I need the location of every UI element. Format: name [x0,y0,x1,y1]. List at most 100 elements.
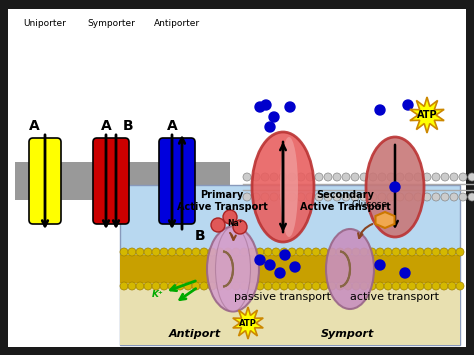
Circle shape [216,248,224,256]
Circle shape [405,193,413,201]
Circle shape [369,173,377,181]
Circle shape [328,282,336,290]
Ellipse shape [366,137,424,237]
Circle shape [342,173,350,181]
Circle shape [387,193,395,201]
Circle shape [440,248,448,256]
Circle shape [306,193,314,201]
Ellipse shape [252,132,314,242]
Circle shape [414,193,422,201]
Circle shape [456,248,464,256]
Text: Symport: Symport [321,329,374,339]
Circle shape [351,193,359,201]
Circle shape [144,248,152,256]
Circle shape [264,248,272,256]
Circle shape [256,282,264,290]
Circle shape [368,282,376,290]
Circle shape [248,282,256,290]
Circle shape [265,122,275,132]
Circle shape [136,248,144,256]
Circle shape [448,282,456,290]
Circle shape [280,248,288,256]
Circle shape [324,173,332,181]
Circle shape [432,173,440,181]
Circle shape [396,173,404,181]
Circle shape [256,248,264,256]
Circle shape [208,248,216,256]
Circle shape [306,173,314,181]
Circle shape [184,282,192,290]
Circle shape [288,193,296,201]
Circle shape [272,248,280,256]
Text: Antiport: Antiport [169,329,221,339]
Text: B: B [123,119,134,133]
Circle shape [184,248,192,256]
FancyBboxPatch shape [120,255,460,283]
Text: Symporter: Symporter [87,19,135,28]
Circle shape [400,282,408,290]
Circle shape [290,262,300,272]
Circle shape [200,248,208,256]
FancyBboxPatch shape [8,9,466,347]
Circle shape [369,193,377,201]
Circle shape [432,193,440,201]
Circle shape [333,193,341,201]
Circle shape [396,193,404,201]
Ellipse shape [280,137,298,237]
Circle shape [285,102,295,112]
Polygon shape [410,97,444,133]
Text: A: A [101,119,112,133]
Circle shape [315,173,323,181]
FancyBboxPatch shape [159,138,195,224]
Circle shape [272,282,280,290]
Circle shape [265,260,275,270]
Text: K⁺: K⁺ [152,290,164,299]
Circle shape [297,173,305,181]
Circle shape [223,210,237,224]
Circle shape [240,248,248,256]
Circle shape [248,248,256,256]
Circle shape [128,248,136,256]
Circle shape [224,282,232,290]
Circle shape [312,248,320,256]
Circle shape [336,282,344,290]
Circle shape [448,248,456,256]
Circle shape [255,102,265,112]
Circle shape [216,282,224,290]
Circle shape [255,255,265,265]
Circle shape [333,173,341,181]
Text: ATP: ATP [239,318,257,328]
Circle shape [304,248,312,256]
Circle shape [416,248,424,256]
Text: Uniporter: Uniporter [24,19,66,28]
Circle shape [208,282,216,290]
Text: A: A [29,119,40,133]
Circle shape [176,248,184,256]
Circle shape [387,173,395,181]
Circle shape [441,193,449,201]
Circle shape [342,193,350,201]
Circle shape [279,193,287,201]
Circle shape [136,282,144,290]
Circle shape [232,282,240,290]
Circle shape [352,248,360,256]
Text: Antiporter: Antiporter [154,19,200,28]
Ellipse shape [326,229,374,309]
Circle shape [423,173,431,181]
Circle shape [280,282,288,290]
Circle shape [152,248,160,256]
Text: B: B [195,229,206,243]
Circle shape [243,193,251,201]
Circle shape [288,173,296,181]
Text: Primary
Active Transport: Primary Active Transport [177,190,267,212]
Circle shape [297,193,305,201]
Circle shape [128,282,136,290]
Ellipse shape [216,226,250,311]
Circle shape [233,220,247,234]
Circle shape [270,173,278,181]
Circle shape [360,282,368,290]
Circle shape [192,282,200,290]
Circle shape [168,248,176,256]
Circle shape [275,268,285,278]
Circle shape [459,173,467,181]
